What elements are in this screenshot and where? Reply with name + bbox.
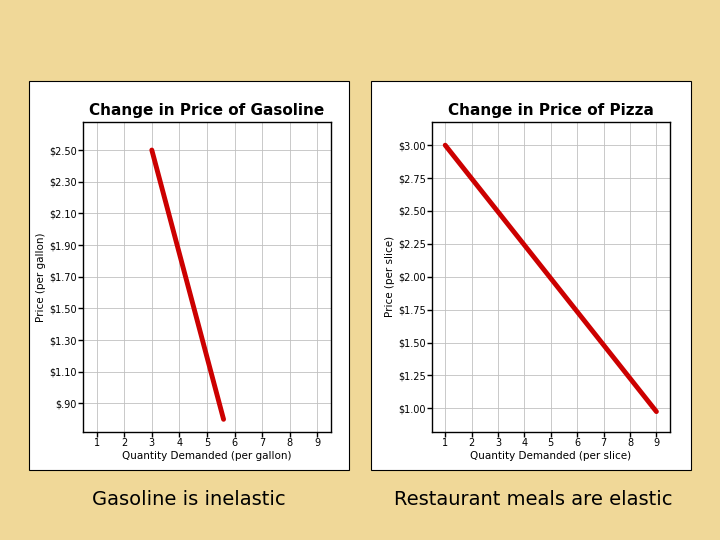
Title: Change in Price of Gasoline: Change in Price of Gasoline: [89, 103, 325, 118]
Title: Change in Price of Pizza: Change in Price of Pizza: [448, 103, 654, 118]
Y-axis label: Price (per gallon): Price (per gallon): [36, 232, 46, 321]
X-axis label: Quantity Demanded (per slice): Quantity Demanded (per slice): [470, 451, 631, 461]
Text: Gasoline is inelastic: Gasoline is inelastic: [92, 490, 285, 509]
Y-axis label: Price (per slice): Price (per slice): [385, 236, 395, 318]
X-axis label: Quantity Demanded (per gallon): Quantity Demanded (per gallon): [122, 451, 292, 461]
Text: Restaurant meals are elastic: Restaurant meals are elastic: [394, 490, 672, 509]
